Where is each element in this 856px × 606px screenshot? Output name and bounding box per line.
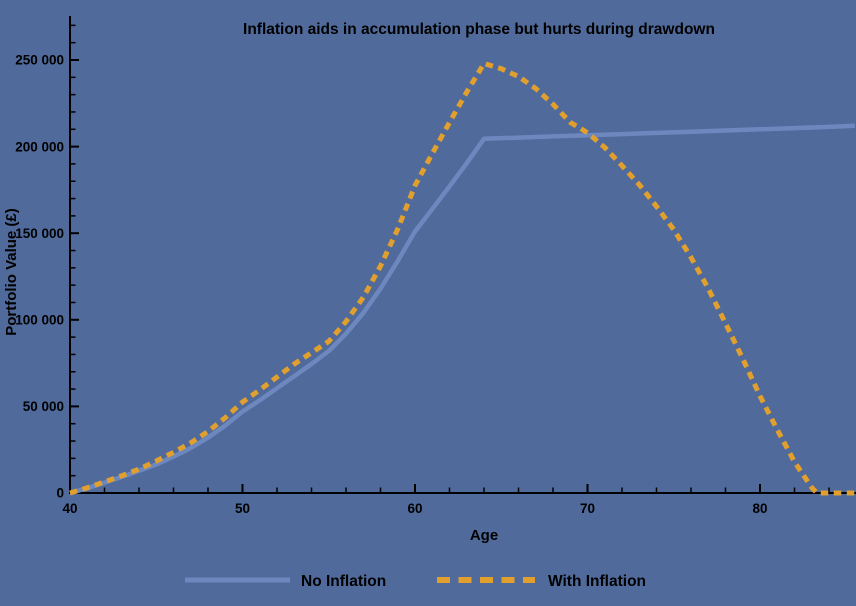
x-tick-label: 80 bbox=[752, 501, 767, 516]
x-axis-label: Age bbox=[470, 527, 498, 544]
tick-labels: 40 50 60 70 80 0 50 000 100 000 150 000 200 000 25… bbox=[15, 53, 767, 516]
series-lines bbox=[69, 61, 855, 496]
legend-label-no-inflation: No Inflation bbox=[301, 573, 386, 590]
legend-label-with-inflation: With Inflation bbox=[548, 573, 646, 590]
chart-title: Inflation aids in accumulation phase but… bbox=[243, 21, 715, 38]
y-tick-label: 150 000 bbox=[15, 226, 64, 241]
x-tick-label: 60 bbox=[407, 501, 422, 516]
x-tick-label: 70 bbox=[580, 501, 595, 516]
y-tick-label: 100 000 bbox=[15, 313, 64, 328]
series-line-with-inflation bbox=[69, 61, 855, 496]
y-tick-label: 0 bbox=[56, 486, 64, 501]
y-tick-label: 250 000 bbox=[15, 53, 64, 68]
y-tick-label: 200 000 bbox=[15, 139, 64, 154]
x-tick-label: 50 bbox=[235, 501, 250, 516]
axes bbox=[69, 16, 856, 494]
y-tick-label: 50 000 bbox=[23, 399, 64, 414]
y-axis-label: Portfolio Value (£) bbox=[3, 208, 20, 336]
series-line-no-inflation bbox=[69, 123, 855, 496]
x-tick-label: 40 bbox=[62, 501, 77, 516]
legend: No Inflation With Inflation bbox=[185, 573, 646, 590]
